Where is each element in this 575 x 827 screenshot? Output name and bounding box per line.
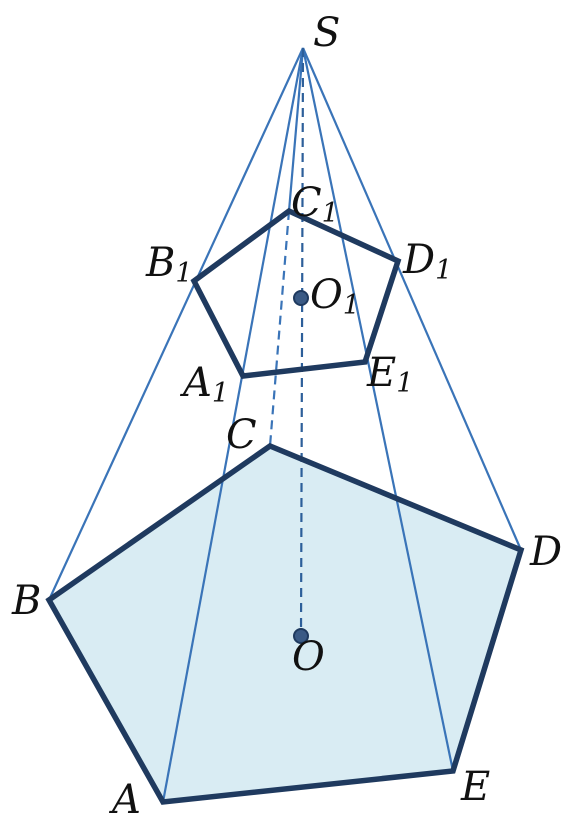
- edge-SC1: [287, 47, 305, 212]
- label-B1: B1: [145, 240, 193, 289]
- label-A1: A1: [179, 360, 229, 409]
- point-O1: [293, 290, 309, 306]
- label-D: D: [529, 529, 562, 575]
- label-C: C: [226, 412, 257, 458]
- label-S: S: [313, 10, 340, 56]
- label-E: E: [460, 764, 490, 810]
- edge-SA: [161, 47, 305, 803]
- label-O1: O1: [310, 272, 360, 321]
- edge-SE: [301, 47, 455, 772]
- point-O: [293, 628, 309, 644]
- label-A: A: [108, 777, 141, 823]
- axis-SO: [299, 47, 305, 637]
- label-D1: D1: [402, 237, 452, 286]
- section-pentagon: [190, 207, 402, 379]
- base-face: [49, 446, 521, 802]
- lateral-edges: [48, 47, 523, 803]
- hidden-edge-CC1: [268, 210, 291, 447]
- label-C1: C1: [291, 180, 339, 229]
- label-E1: E1: [366, 350, 413, 399]
- base-pentagon: [45, 442, 525, 805]
- edge-SD: [301, 47, 523, 551]
- label-O: O: [292, 634, 325, 680]
- edge-SB: [48, 47, 304, 601]
- label-B: B: [11, 578, 41, 624]
